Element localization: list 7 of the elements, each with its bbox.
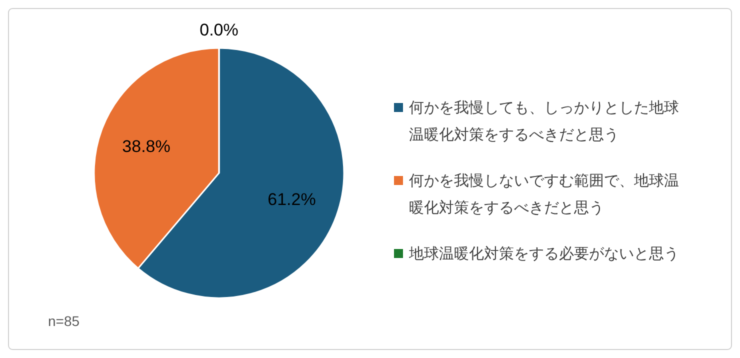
legend-label: 何かを我慢しても、しっかりとした地球温暖化対策をするべきだと思う [409, 100, 679, 144]
text: n=85 [48, 313, 80, 329]
legend-label: 何かを我慢しないですむ範囲で、地球温暖化対策をするべきだと思う [409, 172, 679, 216]
text: 0.0% [200, 20, 238, 40]
data-label: 61.2% [268, 190, 316, 210]
legend-label: 地球温暖化対策をする必要がないと思う [408, 246, 679, 262]
data-label: 38.8% [122, 136, 170, 156]
